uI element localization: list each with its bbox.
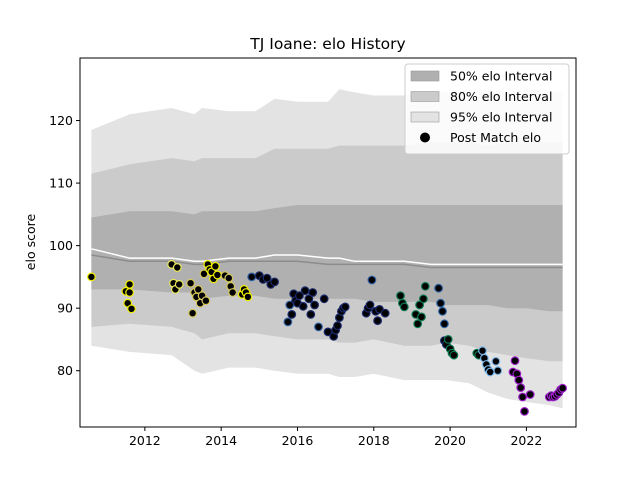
legend-box bbox=[404, 63, 570, 155]
legend-swatch bbox=[410, 70, 440, 82]
post-match-point bbox=[86, 272, 96, 282]
post-match-point bbox=[399, 302, 409, 312]
post-match-point bbox=[125, 280, 135, 289]
post-match-point bbox=[247, 272, 257, 282]
post-match-point bbox=[174, 280, 184, 289]
post-match-point bbox=[193, 285, 203, 294]
post-match-point bbox=[270, 277, 280, 287]
post-match-point bbox=[186, 278, 196, 288]
post-match-point bbox=[172, 263, 182, 272]
post-match-point bbox=[516, 383, 526, 393]
post-match-point bbox=[520, 407, 529, 416]
post-match-point bbox=[310, 300, 320, 310]
post-match-point bbox=[319, 294, 329, 304]
post-match-point bbox=[420, 281, 430, 291]
legend-marker bbox=[420, 132, 430, 143]
post-match-point bbox=[493, 366, 503, 376]
post-match-point bbox=[300, 286, 310, 296]
post-match-point bbox=[419, 294, 428, 304]
y-tick-label: 110 bbox=[49, 176, 73, 191]
mean-line bbox=[91, 248, 563, 266]
legend-label: Post Match elo bbox=[450, 130, 541, 145]
legend-label: 80% elo Interval bbox=[450, 89, 552, 104]
post-match-point bbox=[295, 291, 304, 301]
post-match-point bbox=[212, 270, 222, 280]
post-match-point bbox=[417, 312, 426, 322]
post-match-point bbox=[514, 375, 524, 385]
post-match-point bbox=[365, 300, 375, 310]
y-tick-label: 80 bbox=[57, 363, 73, 378]
post-match-points bbox=[86, 260, 567, 416]
post-match-point bbox=[224, 273, 234, 283]
post-match-point bbox=[415, 300, 425, 310]
post-match-point bbox=[304, 294, 314, 304]
post-match-point bbox=[210, 261, 220, 271]
y-axis-label: elo score bbox=[23, 214, 38, 271]
plot-frame bbox=[79, 57, 577, 428]
y-axis: 80 90 100 110 120 bbox=[49, 113, 80, 378]
x-tick-label: 2012 bbox=[129, 433, 161, 448]
post-match-point bbox=[436, 298, 446, 308]
post-match-point bbox=[201, 296, 211, 306]
post-match-point bbox=[308, 288, 318, 297]
x-tick-label: 2016 bbox=[282, 433, 314, 448]
post-match-point bbox=[440, 319, 449, 329]
post-match-point bbox=[558, 383, 567, 393]
y-tick-label: 100 bbox=[49, 238, 73, 253]
post-match-point bbox=[434, 283, 444, 293]
post-match-point bbox=[262, 273, 272, 283]
interval-bands bbox=[91, 89, 563, 409]
post-match-point bbox=[491, 356, 501, 366]
post-match-point bbox=[333, 321, 342, 331]
legend-label: 50% elo Interval bbox=[450, 69, 552, 84]
post-match-point bbox=[373, 316, 383, 326]
legend-swatch bbox=[410, 91, 440, 102]
y-tick-label: 120 bbox=[49, 113, 73, 128]
legend-label: 95% elo Interval bbox=[450, 110, 552, 125]
post-match-point bbox=[283, 317, 293, 327]
post-match-point bbox=[413, 319, 423, 329]
post-match-point bbox=[396, 291, 405, 301]
post-match-point bbox=[525, 390, 535, 399]
post-match-point bbox=[287, 310, 297, 319]
legend-swatch bbox=[410, 111, 440, 123]
post-match-point bbox=[518, 392, 527, 402]
post-match-point bbox=[314, 322, 323, 332]
post-match-point bbox=[380, 308, 390, 318]
post-match-point bbox=[510, 356, 520, 366]
post-match-point bbox=[340, 302, 350, 312]
x-tick-label: 2022 bbox=[510, 433, 542, 448]
x-axis: 2012 2014 2016 2018 2020 2022 bbox=[129, 427, 542, 448]
post-match-point bbox=[449, 350, 459, 360]
post-match-point bbox=[188, 308, 198, 318]
post-match-point bbox=[298, 301, 308, 311]
post-match-point bbox=[367, 275, 377, 285]
x-tick-label: 2020 bbox=[434, 433, 466, 448]
post-match-point bbox=[443, 335, 453, 344]
median-line bbox=[91, 254, 563, 269]
post-match-point bbox=[243, 292, 253, 302]
y-tick-label: 90 bbox=[57, 301, 73, 316]
post-match-point bbox=[228, 288, 238, 297]
post-match-point bbox=[438, 306, 447, 316]
post-match-point bbox=[485, 367, 495, 377]
x-tick-label: 2018 bbox=[358, 433, 390, 448]
post-match-point bbox=[125, 288, 135, 297]
chart-title: TJ Ioane: elo History bbox=[249, 35, 405, 53]
post-match-point bbox=[306, 310, 316, 319]
legend: 50% elo Interval 80% elo Interval 95% elo … bbox=[404, 63, 570, 155]
post-match-point bbox=[478, 346, 487, 356]
post-match-point bbox=[127, 304, 136, 314]
x-tick-label: 2014 bbox=[205, 433, 237, 448]
